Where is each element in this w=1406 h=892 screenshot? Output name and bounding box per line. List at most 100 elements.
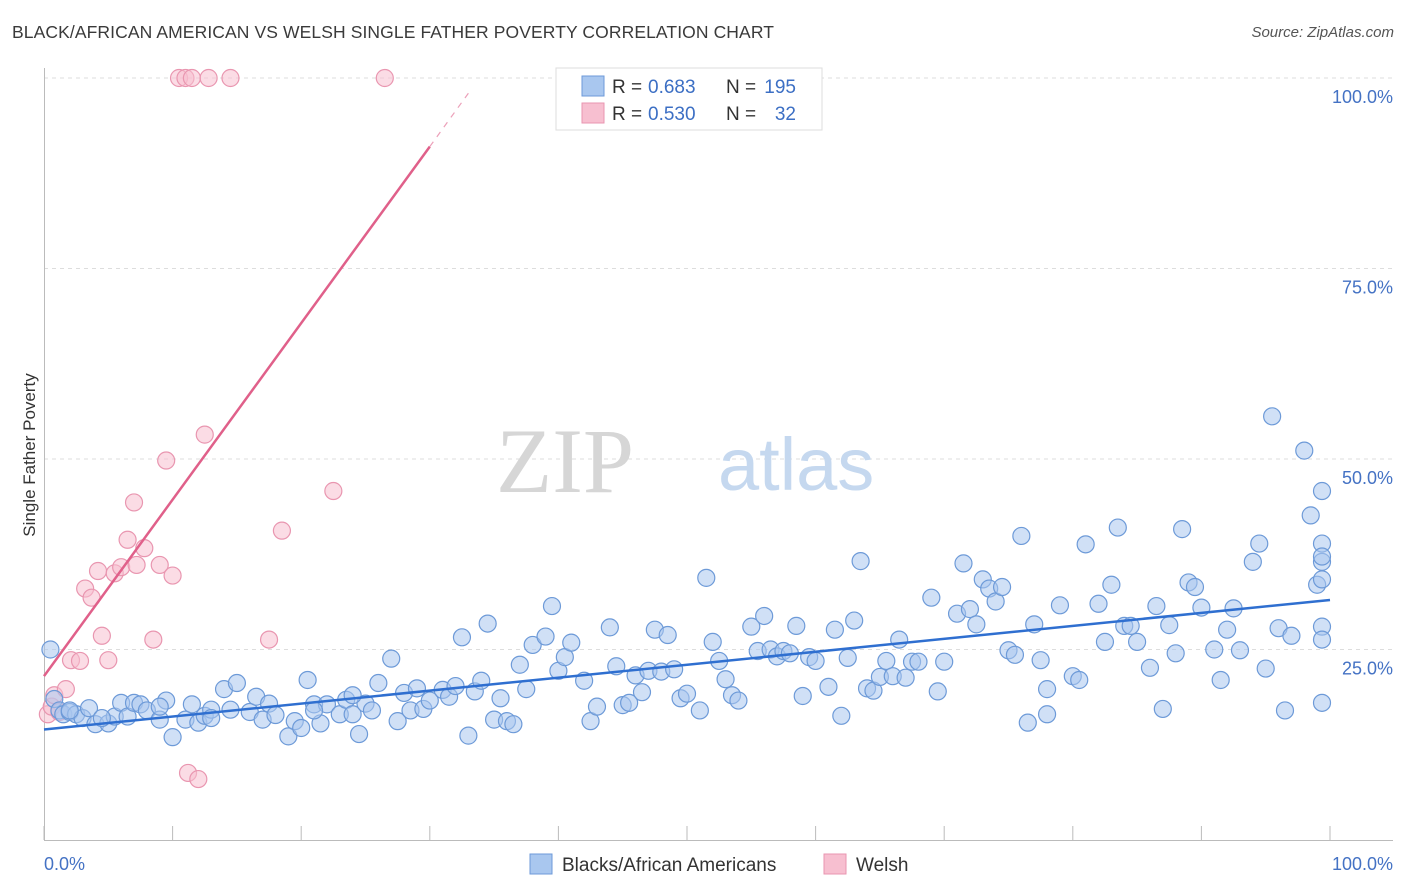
blacks-point-50 [407,679,427,698]
blacks-point-183 [1312,570,1332,589]
blacks-point-32 [279,727,298,746]
blacks-point-136 [1018,713,1037,732]
watermark-zip: ZIP [496,410,634,512]
blacks-point-168 [1256,659,1275,678]
y-tick-labels: 25.0% 50.0% 75.0% 100.0% [1332,87,1393,679]
y-axis-label: Single Father Poverty [20,373,39,537]
chart-title: BLACK/AFRICAN AMERICAN VS WELSH SINGLE F… [12,22,775,42]
welsh-point-18 [144,630,163,649]
legend-r-value-blacks: 0.683 [648,77,696,98]
blacks-point-86 [665,660,684,679]
blacks-point-64 [504,715,523,734]
blacks-point-116 [877,651,896,671]
y-tick-label-75: 75.0% [1342,278,1393,298]
blacks-point-143 [1070,670,1089,690]
blacks-point-26 [227,673,246,693]
bottom-legend-label-blacks: Blacks/African Americans [562,855,776,876]
blacks-point-156 [1166,644,1185,663]
blacks-point-166 [1243,552,1262,571]
welsh-point-19 [150,555,169,575]
blacks-point-109 [832,706,851,725]
blacks-point-90 [697,568,716,587]
welsh-point-33 [375,68,394,88]
blacks-point-57 [459,726,478,745]
watermark-atlas: atlas [718,423,874,506]
blacks-point-96 [742,617,761,636]
trend-line-welsh [42,145,431,677]
blacks-point-124 [935,652,954,671]
blacks-point-167 [1250,534,1269,553]
blacks-point-145 [1089,594,1108,613]
x-ticks [43,826,1331,840]
blacks-point-174 [1301,506,1320,525]
welsh-point-25 [182,68,201,88]
blacks-point-157 [1173,520,1192,539]
blacks-point-135 [1012,526,1031,546]
blacks-point-46 [382,649,401,668]
welsh-point-26 [189,769,208,789]
blacks-point-34 [292,718,311,738]
trend-line-welsh-extension [429,92,469,147]
blacks-point-128 [967,615,986,634]
blacks-point-122 [922,588,941,607]
blacks-point-127 [960,600,980,619]
blacks-point-68 [536,627,555,646]
blacks-point-173 [1295,441,1314,460]
blacks-point-119 [896,668,915,687]
blacks-point-44 [362,701,382,720]
legend-n-value-blacks: 195 [764,77,796,98]
welsh-point-14 [118,530,137,549]
welsh-point-4 [56,680,75,699]
blacks-point-72 [562,633,581,652]
blacks-point-112 [851,552,870,571]
blacks-point-165 [1230,641,1250,660]
welsh-point-16 [127,555,146,575]
blacks-point-140 [1037,680,1057,699]
blacks-point-7 [79,699,99,718]
blacks-point-118 [890,630,909,649]
blacks-point-67 [523,635,542,655]
blacks-point-18 [163,728,182,747]
x-tick-label-100: 100.0% [1332,854,1393,874]
blacks-point-126 [954,554,973,573]
blacks-point-104 [793,686,812,706]
blacks-point-153 [1147,596,1166,616]
blacks-point-182 [1312,481,1332,501]
blacks-point-91 [703,632,722,651]
welsh-point-21 [163,566,182,585]
y-tick-label-100: 100.0% [1332,87,1393,107]
blacks-point-189 [343,686,362,705]
trend-line-blacks [43,598,1331,731]
y-tick-label-50: 50.0% [1342,468,1393,488]
blacks-point-79 [620,693,639,712]
legend-swatch-blacks [581,75,605,97]
blacks-point-66 [517,680,536,699]
legend-n-label-welsh: N = [726,104,756,125]
blacks-point-162 [1211,670,1230,690]
blacks-point-85 [658,625,677,645]
welsh-point-29 [221,68,240,88]
blacks-point-42 [349,724,369,744]
welsh-point-32 [324,481,343,501]
source-label: Source: ZipAtlas.com [1251,24,1394,41]
blacks-point-98 [755,606,774,626]
blacks-point-75 [587,697,607,716]
legend: R = 0.683 N = 195 R = 0.530 N = 32 [555,67,823,131]
blacks-point-152 [1140,658,1160,677]
welsh-point-10 [92,626,111,645]
blacks-point-138 [1037,705,1057,724]
blacks-points [41,407,1332,747]
blacks-point-110 [838,648,857,667]
blacks-point-62 [491,689,510,708]
blacks-point-184 [60,701,79,720]
blacks-point-147 [1102,575,1121,594]
blacks-point-188 [304,701,324,720]
blacks-point-20 [182,695,201,714]
blacks-point-76 [600,618,619,637]
welsh-point-11 [99,651,118,670]
blacks-point-151 [1127,632,1147,651]
welsh-point-20 [157,451,176,470]
welsh-point-15 [124,493,144,512]
welsh-point-28 [199,68,218,88]
